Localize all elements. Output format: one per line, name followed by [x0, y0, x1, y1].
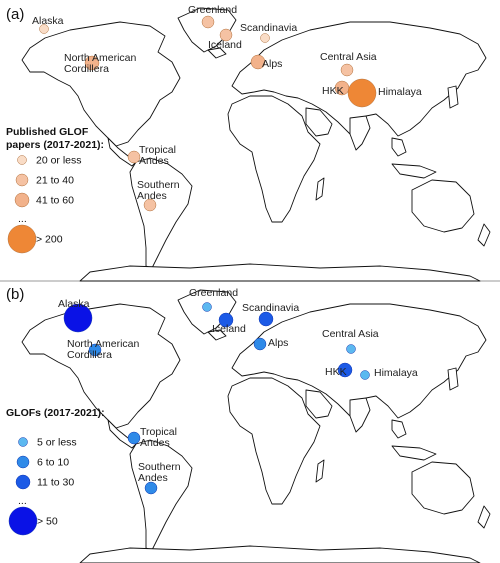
bubble-iceland — [219, 28, 233, 42]
region-label-scandinavia: Scandinavia — [240, 22, 297, 34]
panel-label: (a) — [6, 6, 24, 23]
bubble-scandinavia — [258, 311, 274, 327]
land-europe-asia — [231, 21, 487, 137]
region-label-greenland: Greenland — [188, 4, 237, 16]
bubble-scandinavia — [260, 33, 270, 43]
bubble-tropical-andes — [127, 150, 141, 164]
land-australia — [411, 179, 475, 233]
legend-swatch — [17, 155, 27, 165]
land-japan — [447, 85, 459, 109]
legend-entry-label: 5 or less — [37, 437, 77, 449]
land-arabia — [305, 389, 333, 419]
land-indonesia — [391, 445, 437, 461]
bubble-alaska — [39, 24, 49, 34]
land-africa — [227, 377, 321, 505]
bubble-north-american-cordillera — [88, 343, 102, 357]
legend-swatch — [18, 437, 28, 447]
legend-swatch — [14, 192, 30, 208]
bubble-greenland — [202, 302, 212, 312]
bubble-alaska — [63, 303, 93, 333]
land-arabia — [305, 107, 333, 137]
region-label-greenland: Greenland — [189, 287, 238, 299]
bubble-hkk — [337, 362, 353, 378]
legend-entry-label: 6 to 10 — [37, 457, 69, 469]
region-label-north-american-cordillera: North American Cordillera — [67, 338, 140, 361]
legend-title: papers (2017-2021): — [6, 139, 104, 151]
land-greenland — [177, 7, 237, 53]
land-madagascar — [315, 177, 325, 201]
legend-swatch — [15, 173, 29, 187]
land-iceland — [207, 47, 227, 59]
land-south-america — [129, 157, 193, 269]
legend-swatch — [8, 506, 38, 536]
region-label-tropical-andes: Tropical Andes — [139, 144, 176, 167]
bubble-central-asia — [340, 63, 354, 77]
bubble-central-asia — [346, 344, 356, 354]
region-label-hkk: HKK — [325, 366, 347, 378]
bubble-himalaya — [360, 370, 370, 380]
legend-entry-label: 11 to 30 — [37, 477, 74, 489]
panel-b: (b) Alaska North American Cordillera Greenla… — [6, 286, 491, 563]
region-label-iceland: Iceland — [212, 323, 246, 335]
land-australia — [411, 461, 475, 515]
region-label-himalaya: Himalaya — [378, 86, 422, 98]
legend-entry-label: > 50 — [37, 516, 58, 528]
land-north-america — [21, 21, 181, 147]
region-label-central-asia: Central Asia — [322, 328, 379, 340]
land-madagascar — [315, 459, 325, 483]
region-label-alps: Alps — [262, 58, 282, 70]
region-label-alaska: Alaska — [58, 298, 90, 310]
land-antarctica — [79, 545, 481, 563]
legend-swatch — [16, 455, 30, 469]
region-label-iceland: Iceland — [208, 39, 242, 51]
legend-entry-label: 20 or less — [36, 155, 82, 167]
region-label-southern-andes: Southern Andes — [137, 179, 180, 202]
panel-a: (a) Alaska North American Cordillera Greenla… — [6, 4, 491, 282]
land-india — [349, 115, 371, 151]
region-label-alps: Alps — [268, 337, 288, 349]
land-south-america — [129, 439, 193, 551]
land-antarctica — [79, 263, 481, 282]
land-north-america — [21, 303, 181, 429]
bubble-himalaya — [347, 78, 377, 108]
bubble-greenland — [201, 15, 215, 29]
region-label-himalaya: Himalaya — [374, 367, 418, 379]
land-iceland — [207, 329, 227, 341]
land-japan — [447, 367, 459, 391]
bubble-alps — [250, 54, 266, 70]
land-africa — [227, 95, 321, 223]
bubble-alps — [253, 337, 267, 351]
bubble-tropical-andes — [127, 431, 141, 445]
legend-title: GLOFs (2017-2021): — [6, 407, 105, 419]
bubble-iceland — [218, 312, 234, 328]
region-label-north-american-cordillera: North American Cordillera — [64, 52, 137, 75]
legend-entry-label: 21 to 40 — [36, 175, 74, 187]
region-label-alaska: Alaska — [32, 15, 64, 27]
land-india — [349, 397, 371, 433]
bubble-southern-andes — [144, 481, 158, 495]
legend-title: Published GLOF — [6, 126, 89, 138]
land-southeast-asia — [391, 137, 407, 157]
land-new-zealand — [477, 505, 491, 529]
region-label-scandinavia: Scandinavia — [242, 302, 299, 314]
region-label-tropical-andes: Tropical Andes — [140, 426, 177, 449]
land-new-zealand — [477, 223, 491, 247]
region-label-central-asia: Central Asia — [320, 51, 377, 63]
region-label-southern-andes: Southern Andes — [138, 461, 181, 484]
land-indonesia — [391, 163, 437, 179]
land-europe-asia — [231, 303, 487, 419]
legend-swatch — [15, 474, 31, 490]
legend-ellipsis: ... — [18, 213, 27, 225]
land-southeast-asia — [391, 419, 407, 439]
legend-swatch — [7, 224, 37, 254]
bubble-southern-andes — [143, 198, 157, 212]
legend-entry-label: > 200 — [36, 234, 63, 246]
panel-label: (b) — [6, 286, 24, 303]
bubble-north-american-cordillera — [84, 55, 100, 71]
legend-ellipsis: ... — [18, 495, 27, 507]
legend-entry-label: 41 to 60 — [36, 195, 74, 207]
region-label-hkk: HKK — [322, 85, 344, 97]
